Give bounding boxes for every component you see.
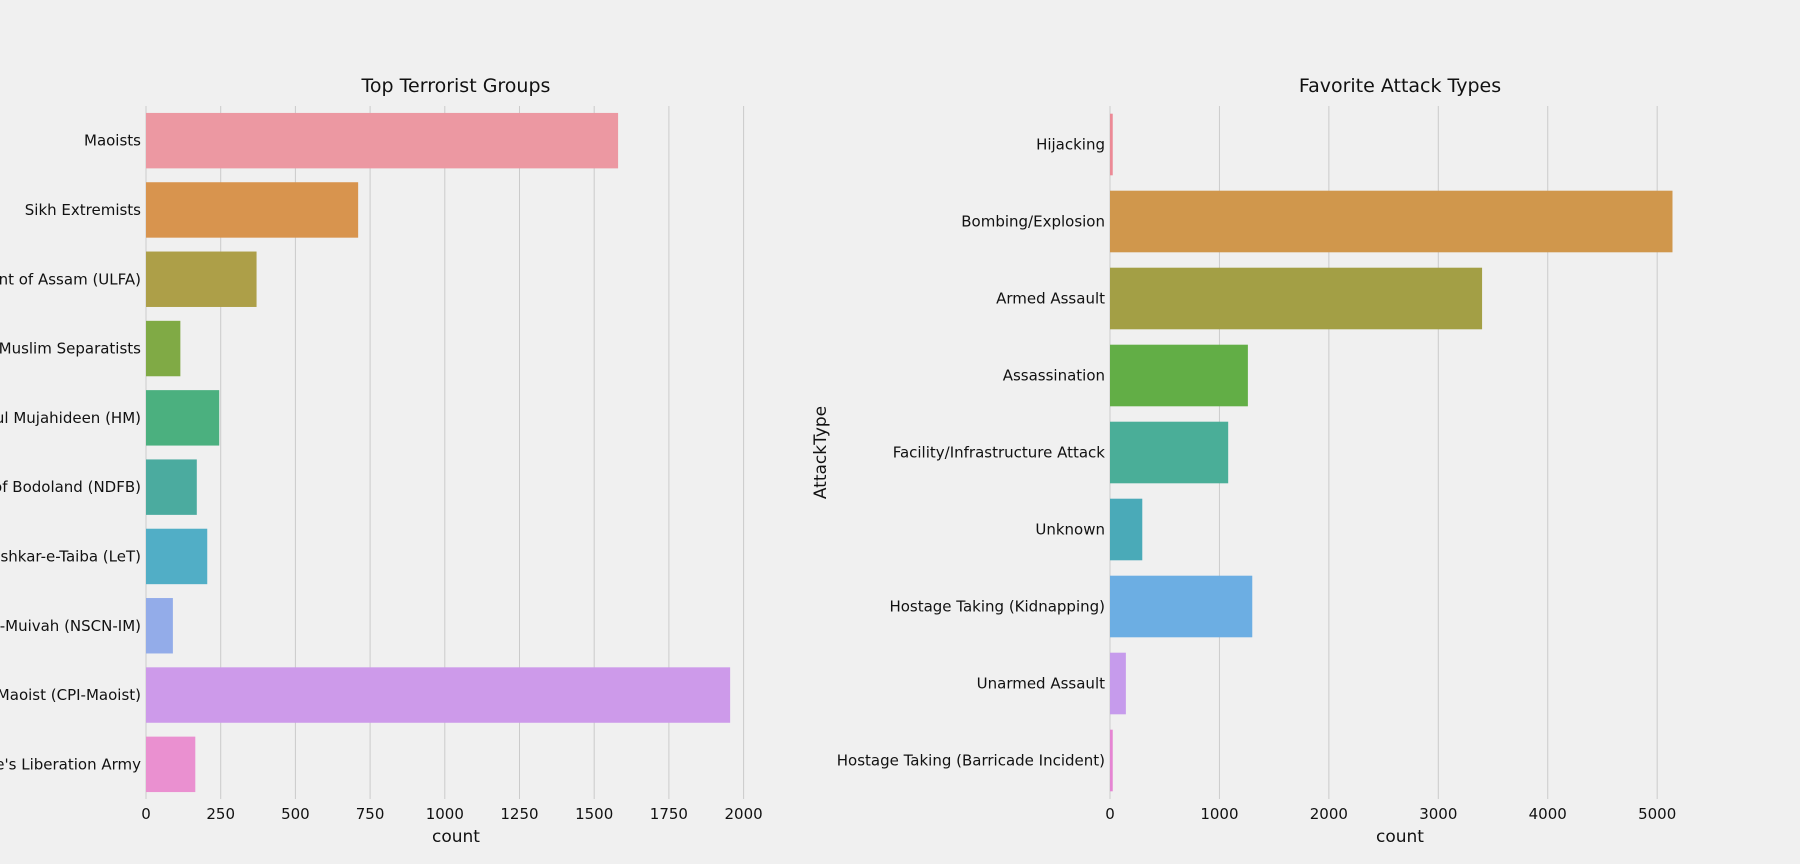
- category-label: National Democratic Front of Bodoland (N…: [0, 478, 141, 496]
- category-label: Armed Assault: [996, 290, 1105, 308]
- y-axis-label: AttackType: [811, 406, 831, 499]
- category-label: Hostage Taking (Barricade Incident): [837, 752, 1105, 770]
- bar: [146, 459, 197, 515]
- groups-chart: 0 250 500 750 1000 1250 1500 1750 2000 Maoists Sik…: [0, 75, 763, 847]
- x-axis-label: count: [432, 827, 480, 847]
- bar: [146, 182, 359, 238]
- x-tick-label: 1000: [426, 805, 464, 823]
- bar: [1110, 575, 1253, 638]
- bar: [146, 667, 731, 723]
- category-label: Communist Party of India - Maoist (CPI-M…: [0, 686, 141, 704]
- x-axis-label: count: [1376, 827, 1424, 847]
- bar: [146, 112, 619, 169]
- chart-title: Favorite Attack Types: [1299, 75, 1501, 97]
- x-tick-label: 1000: [1200, 805, 1238, 823]
- bar: [1110, 498, 1143, 561]
- bar: [146, 320, 181, 377]
- category-label: National Socialist Council of Nagaland-I…: [0, 617, 141, 635]
- x-tick-label: 0: [141, 805, 151, 823]
- category-label: People's Liberation Army: [0, 755, 141, 773]
- x-tick-label: 1250: [500, 805, 538, 823]
- category-label: Facility/Infrastructure Attack: [893, 444, 1106, 462]
- x-tick-label: 4000: [1529, 805, 1567, 823]
- category-label: United Liberation Front of Assam (ULFA): [0, 270, 141, 288]
- x-tick-label: 5000: [1638, 805, 1676, 823]
- bar: [1110, 267, 1483, 330]
- bar: [1110, 421, 1229, 484]
- x-tick-label: 1750: [650, 805, 688, 823]
- bar: [1110, 190, 1673, 253]
- bar: [1110, 113, 1113, 176]
- bar: [1110, 652, 1126, 715]
- category-label: Bombing/Explosion: [961, 213, 1105, 231]
- x-tick-label: 2000: [1310, 805, 1348, 823]
- x-tick-label: 750: [356, 805, 385, 823]
- bar: [1110, 729, 1113, 792]
- category-label: Muslim Separatists: [0, 340, 141, 358]
- category-label: Assassination: [1003, 367, 1105, 385]
- category-label: Sikh Extremists: [25, 201, 141, 219]
- category-label: Hizbul Mujahideen (HM): [0, 409, 141, 427]
- category-label: Maoists: [84, 132, 141, 150]
- x-tick-label: 250: [206, 805, 235, 823]
- x-tick-label: 1500: [575, 805, 613, 823]
- x-tick-label: 0: [1105, 805, 1115, 823]
- bar: [146, 251, 257, 307]
- x-tick-label: 500: [281, 805, 310, 823]
- category-label: Hostage Taking (Kidnapping): [889, 598, 1105, 616]
- category-label: Lashkar-e-Taiba (LeT): [0, 547, 141, 565]
- attack-types-chart: 0 1000 2000 3000 4000 5000 Hijacking Bombing/Ex…: [811, 75, 1676, 847]
- category-label: Unknown: [1035, 521, 1105, 539]
- category-label: Unarmed Assault: [977, 675, 1105, 693]
- x-tick-label: 2000: [724, 805, 762, 823]
- chart-title: Top Terrorist Groups: [361, 75, 551, 97]
- bar: [146, 736, 196, 793]
- bar: [146, 598, 173, 654]
- x-tick-label: 3000: [1419, 805, 1457, 823]
- category-label: Hijacking: [1036, 136, 1105, 154]
- bar: [146, 528, 208, 585]
- bar: [1110, 344, 1248, 407]
- bar: [146, 390, 220, 446]
